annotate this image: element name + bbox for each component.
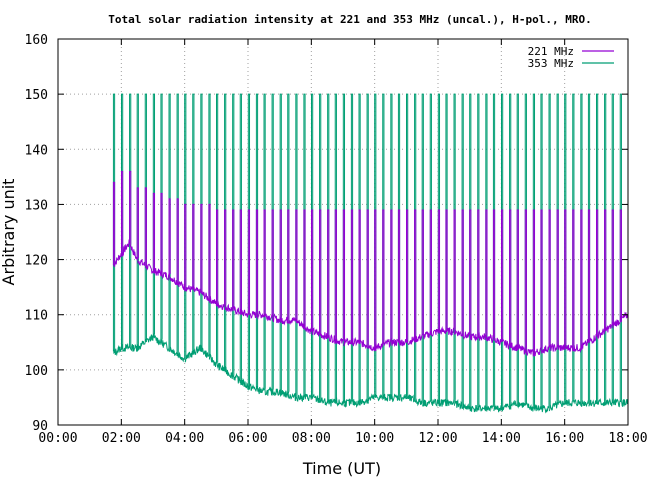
y-tick-label: 140 <box>25 143 48 158</box>
x-tick-label: 04:00 <box>165 431 204 446</box>
y-tick-label: 90 <box>32 419 48 434</box>
plot-frame <box>57 38 629 426</box>
y-tick-label: 110 <box>25 309 48 324</box>
x-tick-label: 12:00 <box>418 431 457 446</box>
legend-label: 353 MHz <box>528 57 574 70</box>
legend-label: 221 MHz <box>528 45 574 58</box>
ticks-layer: 00:00 02:00 04:00 06:00 08:00 10:00 12:00 14:00… <box>25 33 648 446</box>
series-line-1 <box>112 93 629 414</box>
y-axis-label: Arbitrary unit <box>0 179 18 286</box>
x-tick-label: 14:00 <box>482 431 521 446</box>
y-tick-label: 150 <box>25 88 48 103</box>
chart-title: Total solar radiation intensity at 221 a… <box>108 13 591 26</box>
series-line-0 <box>112 170 629 357</box>
y-tick-label: 160 <box>25 33 48 48</box>
x-tick-label: 06:00 <box>228 431 267 446</box>
x-tick-label: 18:00 <box>608 431 647 446</box>
x-axis-label: Time (UT) <box>302 459 381 478</box>
y-tick-label: 120 <box>25 254 48 269</box>
x-tick-label: 16:00 <box>545 431 584 446</box>
x-tick-label: 08:00 <box>292 431 331 446</box>
x-tick-label: 10:00 <box>355 431 394 446</box>
x-tick-label: 00:00 <box>38 431 77 446</box>
y-tick-label: 130 <box>25 198 48 213</box>
series-layer <box>112 93 629 414</box>
y-tick-label: 100 <box>25 364 48 379</box>
x-tick-label: 02:00 <box>102 431 141 446</box>
